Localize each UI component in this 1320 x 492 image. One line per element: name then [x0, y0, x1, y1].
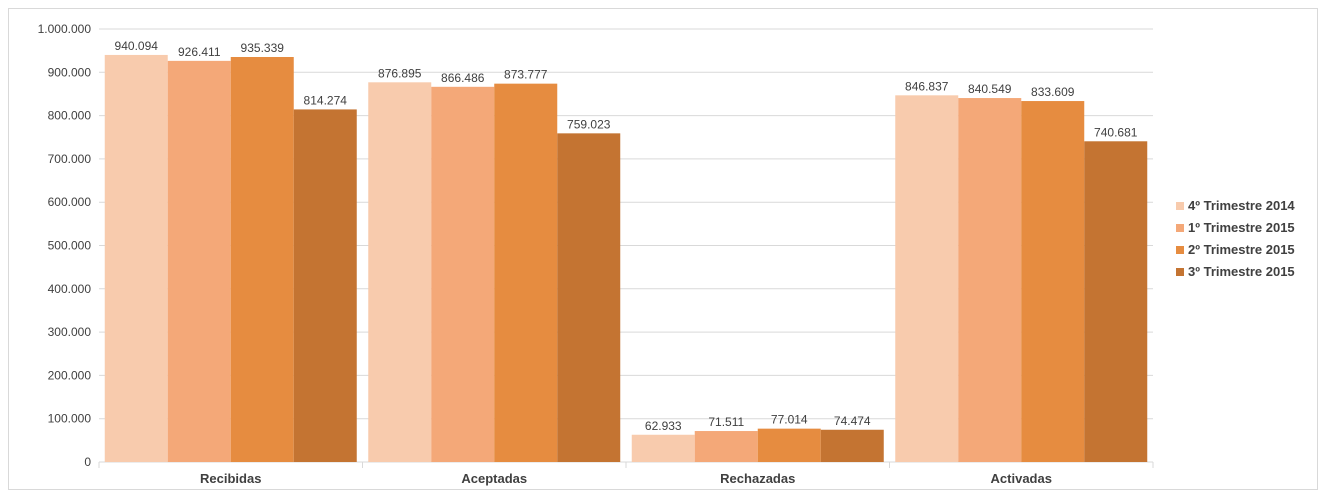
bar: [1084, 141, 1148, 462]
legend-entry: 2º Trimestre 2015: [1188, 242, 1295, 257]
y-tick-label: 100.000: [48, 412, 92, 426]
bar: [368, 82, 432, 462]
bar: [895, 95, 959, 462]
y-tick-label: 800.000: [48, 109, 92, 123]
data-label: 935.339: [241, 41, 285, 55]
data-label: 740.681: [1094, 125, 1138, 139]
bar: [494, 83, 558, 463]
x-axis-categories: Recibidas Aceptadas Rechazadas Activadas: [200, 471, 1052, 486]
data-label: 876.895: [378, 66, 422, 80]
data-label: 833.609: [1031, 85, 1075, 99]
y-tick-label: 500.000: [48, 239, 92, 253]
y-tick-label: 1.000.000: [38, 22, 92, 36]
bar: [104, 54, 168, 462]
y-tick-label: 600.000: [48, 195, 92, 209]
data-label: 71.511: [708, 415, 744, 429]
data-label: 77.014: [771, 413, 808, 427]
y-tick-label: 0: [84, 455, 91, 469]
bar: [757, 428, 821, 462]
data-label: 873.777: [504, 68, 548, 82]
data-label: 759.023: [567, 117, 611, 131]
legend-swatch: [1176, 224, 1184, 232]
y-tick-label: 200.000: [48, 368, 92, 382]
bar: [958, 98, 1022, 462]
y-tick-label: 300.000: [48, 325, 92, 339]
chart-frame: 0 100.000 200.000 300.000 400.000 500.000 600.…: [8, 8, 1318, 490]
category-label: Recibidas: [200, 471, 261, 486]
bar: [820, 429, 884, 462]
data-label: 846.837: [905, 79, 949, 93]
legend: 4º Trimestre 2014 1º Trimestre 2015 2º Tri…: [1176, 198, 1295, 279]
data-label: 62.933: [645, 419, 682, 433]
data-label: 814.274: [304, 93, 348, 107]
bar: [631, 434, 695, 462]
data-label: 940.094: [115, 39, 159, 53]
data-labels: 940.094 926.411 935.339 814.274 876.895 866.4…: [115, 39, 1138, 433]
data-label: 926.411: [178, 45, 221, 59]
y-tick-label: 900.000: [48, 65, 92, 79]
bars: [104, 54, 1148, 463]
bar: [694, 431, 758, 462]
y-tick-label: 400.000: [48, 282, 92, 296]
legend-swatch: [1176, 246, 1184, 254]
bar: [431, 86, 495, 463]
legend-entry: 1º Trimestre 2015: [1188, 220, 1295, 235]
category-label: Aceptadas: [461, 471, 527, 486]
y-tick-label: 700.000: [48, 152, 92, 166]
bar: [293, 109, 357, 462]
category-label: Activadas: [991, 471, 1052, 486]
data-label: 840.549: [968, 82, 1012, 96]
y-axis-ticks: 0 100.000 200.000 300.000 400.000 500.000 600.…: [38, 22, 92, 469]
data-label: 74.474: [834, 414, 871, 428]
bar: [230, 56, 294, 462]
category-label: Rechazadas: [720, 471, 795, 486]
bar: [167, 60, 231, 462]
legend-swatch: [1176, 202, 1184, 210]
legend-entry: 4º Trimestre 2014: [1188, 198, 1295, 213]
bar-chart: 0 100.000 200.000 300.000 400.000 500.000 600.…: [38, 22, 1296, 486]
data-label: 866.486: [441, 71, 485, 85]
bar: [557, 133, 621, 462]
legend-swatch: [1176, 268, 1184, 276]
legend-entry: 3º Trimestre 2015: [1188, 264, 1295, 279]
bar: [1021, 101, 1085, 462]
